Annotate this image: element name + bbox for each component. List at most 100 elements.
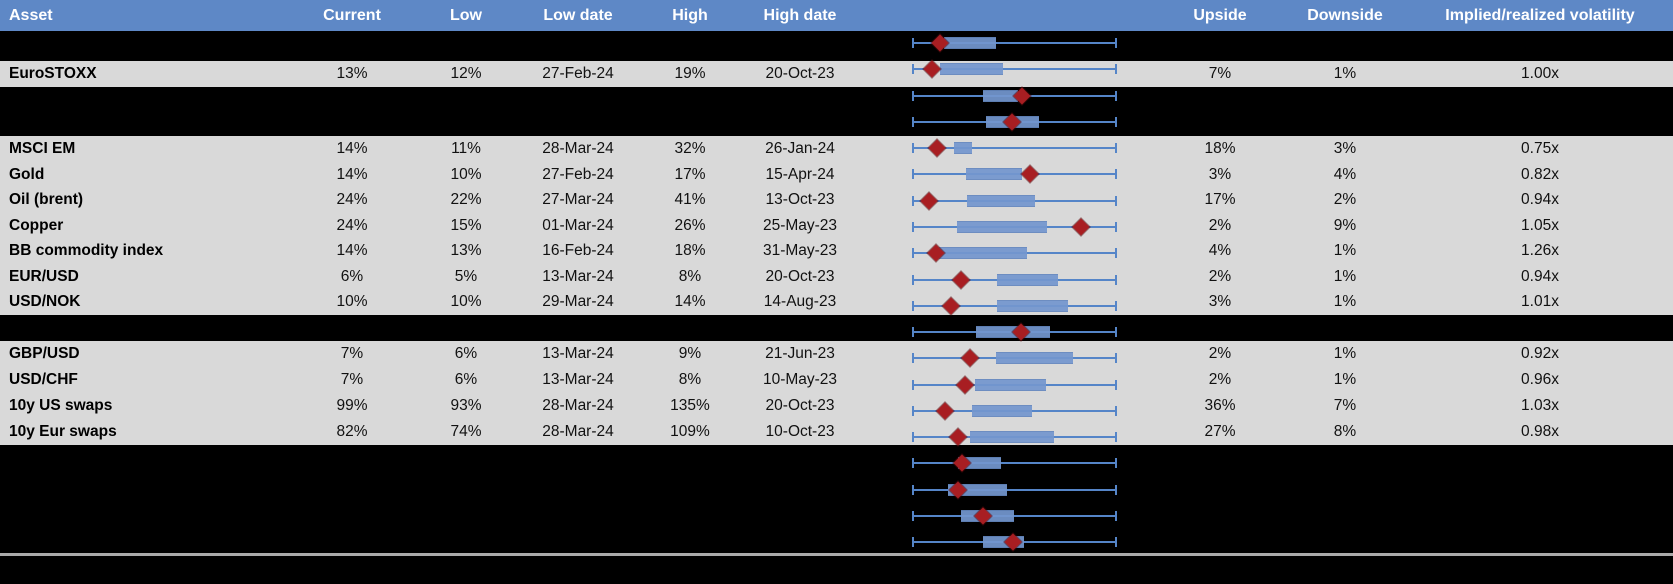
cell-low: 15%	[450, 216, 482, 234]
cell-current: 24%	[336, 191, 368, 209]
whisker-cap-right	[1115, 195, 1117, 206]
volatility-range-box	[939, 247, 1028, 260]
table-row	[0, 161, 1673, 188]
asset-name: MSCI EM	[9, 140, 76, 157]
whisker-cap-left	[912, 327, 914, 338]
volatility-range-box	[997, 299, 1069, 312]
cell-implied_realized: 0.94x	[1521, 191, 1559, 209]
cell-low: 93%	[450, 397, 482, 414]
cell-upside: 27%	[1204, 423, 1236, 440]
cell-low_date: 13-Mar-24	[542, 267, 614, 285]
cell-low: 13%	[450, 242, 482, 260]
whisker-cap-right	[1115, 90, 1117, 101]
whisker-line	[912, 462, 1117, 465]
whisker-line	[912, 488, 1117, 491]
bottom-divider-line	[0, 553, 1673, 556]
cell-high_date: 13-Oct-23	[765, 191, 835, 209]
table-row	[0, 212, 1673, 239]
table-row	[0, 341, 1673, 367]
whisker-cap-left	[912, 248, 914, 259]
whisker-cap-right	[1115, 116, 1117, 127]
cell-high: 41%	[674, 191, 706, 209]
whisker-cap-right	[1115, 248, 1117, 259]
table-row	[0, 187, 1673, 213]
cell-low_date: 28-Mar-24	[542, 423, 614, 440]
asset-name: USD/CHF	[9, 371, 78, 388]
whisker-cap-left	[912, 353, 914, 364]
whisker-cap-left	[912, 169, 914, 180]
volatility-range-box	[972, 404, 1032, 417]
cell-downside: 1%	[1333, 345, 1357, 362]
cell-low: 74%	[450, 423, 482, 440]
cell-current: 82%	[336, 423, 368, 440]
table-row	[0, 289, 1673, 315]
asset-name: 10y US swaps	[9, 397, 113, 414]
volatility-range-box	[966, 168, 1023, 181]
whisker-line	[912, 147, 1117, 150]
cell-low: 12%	[450, 65, 482, 82]
cell-high: 9%	[678, 345, 702, 362]
asset-name: Gold	[9, 165, 45, 183]
cell-implied_realized: 0.82x	[1521, 165, 1559, 183]
cell-implied_realized: 1.05x	[1521, 216, 1559, 234]
whisker-cap-right	[1115, 353, 1117, 364]
cell-implied_realized: 1.01x	[1521, 293, 1559, 311]
asset-name: Oil (brent)	[9, 191, 84, 209]
whisker-cap-right	[1115, 169, 1117, 180]
cell-upside: 2%	[1208, 371, 1232, 388]
cell-high: 32%	[674, 140, 706, 157]
cell-high: 26%	[674, 216, 706, 234]
cell-current: 7%	[340, 345, 364, 362]
whisker-cap-left	[912, 405, 914, 416]
table-row	[0, 263, 1673, 290]
whisker-line	[912, 515, 1117, 518]
cell-current: 14%	[336, 242, 368, 260]
cell-low: 5%	[454, 267, 478, 285]
cell-high_date: 26-Jan-24	[765, 140, 835, 157]
whisker-cap-right	[1115, 511, 1117, 522]
column-header-asset: Asset	[9, 7, 53, 24]
cell-current: 13%	[336, 65, 368, 82]
whisker-cap-right	[1115, 405, 1117, 416]
cell-implied_realized: 1.00x	[1521, 65, 1559, 82]
cell-high_date: 15-Apr-24	[765, 165, 835, 183]
column-header-upside: Upside	[1193, 7, 1247, 24]
cell-downside: 1%	[1333, 242, 1357, 260]
whisker-cap-left	[912, 90, 914, 101]
cell-low_date: 13-Mar-24	[542, 345, 614, 362]
cell-high_date: 20-Oct-23	[765, 397, 835, 414]
cell-high: 109%	[670, 423, 710, 440]
table-header-row: Asset Current Low Low date High High date Upsi…	[0, 0, 1673, 31]
cell-implied_realized: 1.03x	[1521, 397, 1559, 414]
whisker-cap-right	[1115, 221, 1117, 232]
whisker-cap-left	[912, 195, 914, 206]
cell-high_date: 21-Jun-23	[765, 345, 835, 362]
cell-downside: 1%	[1333, 293, 1357, 311]
cell-low_date: 27-Feb-24	[542, 65, 614, 82]
cell-low_date: 01-Mar-24	[542, 216, 614, 234]
column-header-implied_realized: Implied/realized volatility	[1445, 7, 1635, 24]
cell-downside: 8%	[1333, 423, 1357, 440]
cell-high: 18%	[674, 242, 706, 260]
volatility-range-box	[940, 63, 1004, 76]
whisker-line	[912, 68, 1117, 71]
whisker-cap-left	[912, 379, 914, 390]
whisker-cap-left	[912, 432, 914, 443]
volatility-range-box	[954, 142, 973, 155]
volatility-range-box	[982, 89, 1018, 102]
cell-downside: 4%	[1333, 165, 1357, 183]
whisker-cap-right	[1115, 38, 1117, 48]
asset-name: GBP/USD	[9, 345, 80, 362]
cell-high_date: 20-Oct-23	[765, 267, 835, 285]
cell-implied_realized: 0.96x	[1521, 371, 1559, 388]
table-row	[0, 419, 1673, 445]
cell-low_date: 28-Mar-24	[542, 397, 614, 414]
table-row	[0, 393, 1673, 419]
cell-high: 19%	[674, 65, 706, 82]
cell-downside: 2%	[1333, 191, 1357, 209]
cell-low: 6%	[454, 371, 478, 388]
cell-low_date: 16-Feb-24	[542, 242, 614, 260]
cell-downside: 1%	[1333, 65, 1357, 82]
cell-upside: 2%	[1208, 216, 1232, 234]
whisker-cap-right	[1115, 300, 1117, 311]
